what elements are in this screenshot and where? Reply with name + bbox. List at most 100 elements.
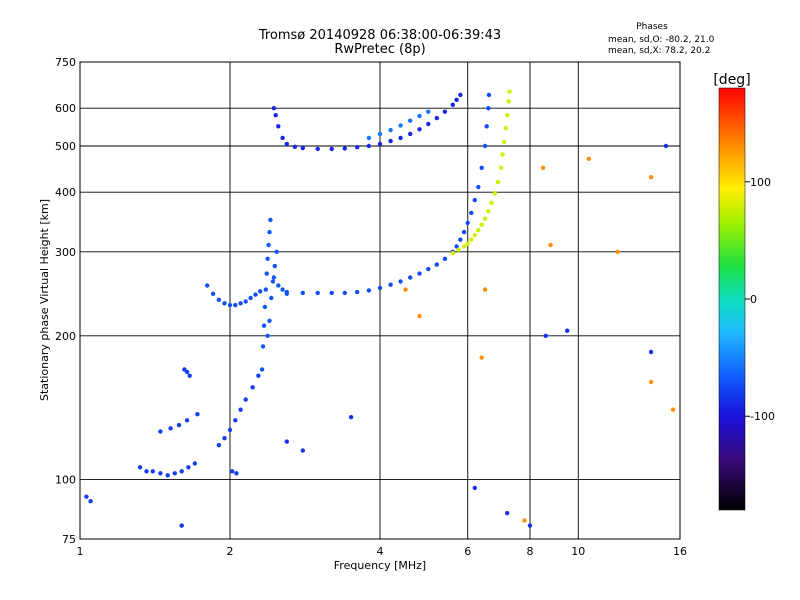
data-point (442, 109, 448, 114)
data-point (266, 242, 271, 248)
y-tick-label: 500 (55, 140, 76, 153)
data-point (426, 121, 431, 127)
data-point (265, 256, 270, 261)
data-point (137, 465, 143, 470)
data-point (398, 123, 403, 128)
data-point (366, 143, 372, 149)
data-point (507, 89, 512, 94)
data-point (663, 143, 669, 149)
points-layer (84, 89, 676, 528)
data-point (388, 138, 393, 144)
data-point (461, 244, 467, 249)
y-tick-label: 300 (55, 246, 76, 259)
data-point (243, 299, 248, 304)
data-point (88, 499, 93, 504)
data-point (450, 251, 455, 256)
data-point (233, 418, 238, 423)
data-point (543, 333, 548, 338)
y-tick-label: 75 (62, 533, 76, 546)
data-point (355, 289, 360, 295)
x-ticks: 1 2 4 6 8 10 16 (77, 545, 688, 558)
data-point (176, 422, 182, 428)
colorbar (718, 87, 746, 511)
data-point (648, 349, 654, 355)
data-point (329, 146, 334, 152)
data-point (238, 301, 243, 306)
data-point (222, 436, 227, 441)
data-point (366, 288, 372, 293)
data-point (458, 237, 463, 242)
data-point (398, 279, 403, 284)
data-point (492, 191, 497, 196)
data-point (527, 523, 533, 528)
data-point (264, 271, 269, 276)
chart-subtitle: RwPretec (8p) (334, 42, 426, 57)
colorbar-tick-label: 100 (750, 176, 771, 189)
data-point (472, 197, 477, 203)
data-point (465, 241, 470, 246)
data-point (479, 355, 484, 360)
data-point (417, 113, 422, 119)
data-point (458, 92, 463, 98)
phases-o-stats: mean, sd,O: -80.2, 21.0 (608, 35, 715, 45)
data-point (377, 141, 383, 147)
y-tick-label: 600 (55, 102, 76, 115)
data-point (315, 146, 320, 152)
x-tick-label: 10 (571, 545, 585, 558)
x-tick-label: 8 (527, 545, 534, 558)
data-point (274, 249, 279, 254)
data-point (192, 461, 197, 466)
x-axis-label: Frequency [MHz] (334, 559, 426, 572)
data-point (284, 141, 289, 147)
data-point (472, 233, 477, 238)
phases-x-stats: mean, sd,X: 78.2, 20.2 (608, 46, 711, 56)
data-point (476, 184, 481, 190)
data-point (261, 323, 267, 328)
data-point (348, 415, 354, 420)
data-point (230, 469, 235, 474)
data-point (398, 135, 403, 141)
data-point (388, 127, 393, 133)
data-point (273, 113, 278, 118)
data-point (408, 118, 413, 123)
data-point (315, 290, 320, 296)
data-point (426, 109, 431, 114)
data-point (450, 102, 455, 108)
data-point (408, 275, 413, 280)
data-point (233, 302, 238, 308)
data-point (186, 465, 191, 470)
data-point (267, 318, 272, 323)
data-point (227, 302, 233, 308)
data-point (258, 289, 263, 294)
data-point (227, 427, 233, 433)
x-tick-label: 2 (227, 545, 234, 558)
data-point (408, 131, 413, 137)
data-point (216, 297, 222, 302)
data-point (648, 379, 654, 385)
data-point (503, 125, 508, 131)
data-point (329, 290, 334, 296)
data-point (486, 92, 492, 98)
data-point (265, 333, 270, 338)
x-tick-label: 1 (77, 545, 84, 558)
data-point (272, 263, 277, 269)
data-point (184, 418, 190, 423)
data-point (388, 282, 393, 287)
data-point (426, 266, 431, 272)
x-tick-label: 6 (464, 545, 471, 558)
data-point (253, 292, 258, 297)
data-point (479, 222, 484, 227)
colorbar-ticks: 100 0 -100 (745, 176, 775, 423)
data-point (486, 106, 491, 111)
data-point (454, 244, 459, 249)
data-point (267, 229, 272, 235)
y-tick-label: 100 (55, 473, 76, 486)
data-point (238, 407, 243, 412)
data-point (268, 217, 273, 223)
data-point (482, 287, 488, 292)
data-point (502, 139, 507, 145)
data-point (417, 313, 422, 319)
data-point (243, 397, 248, 402)
data-point (179, 523, 184, 528)
